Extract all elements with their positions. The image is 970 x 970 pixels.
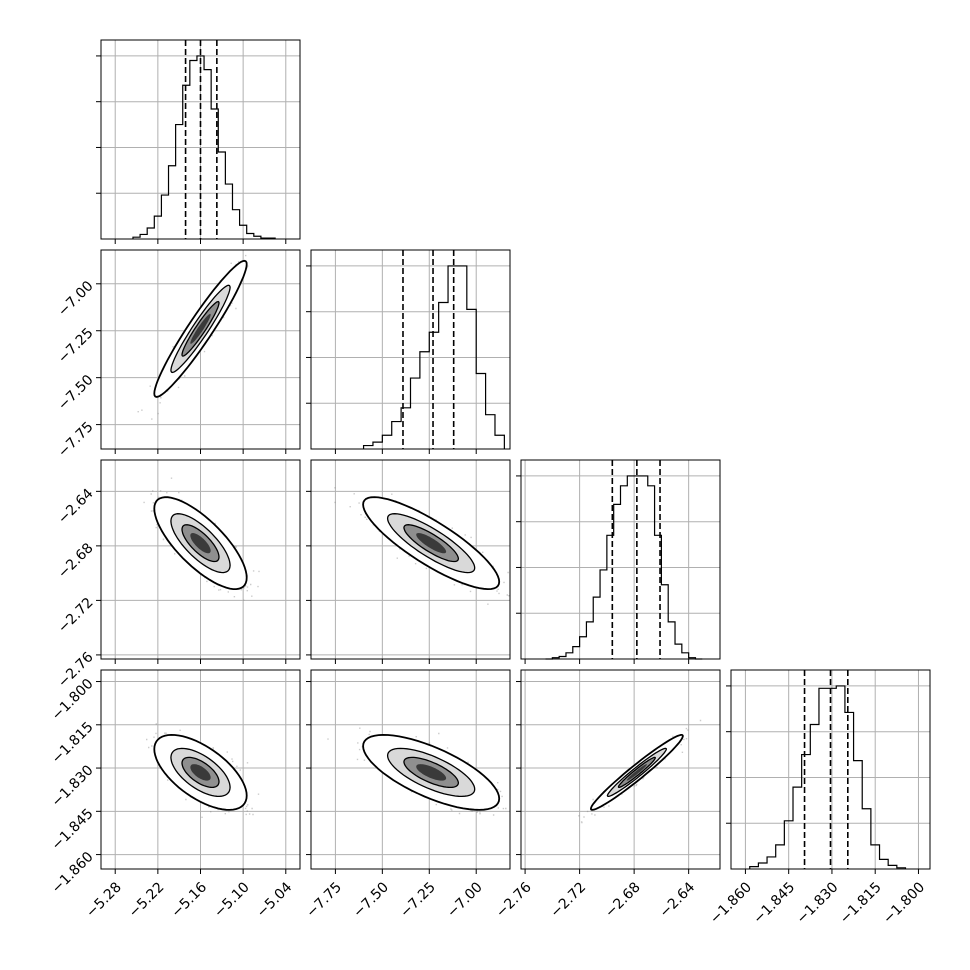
histogram-panel-1 — [306, 249, 511, 450]
contour-line-2 — [181, 524, 220, 563]
density-level-3 — [190, 533, 211, 554]
contour-line-1 — [386, 513, 476, 574]
histogram-steps — [545, 475, 703, 660]
joint-content — [101, 250, 300, 449]
histogram-steps — [749, 685, 907, 869]
contour-line-1 — [170, 513, 231, 574]
contour-line-1 — [170, 747, 231, 798]
contour-line-2 — [617, 756, 656, 789]
contour-line-0 — [362, 496, 501, 591]
joint-content — [101, 460, 300, 659]
contour-line-0 — [153, 733, 248, 811]
density-level-3 — [416, 764, 447, 781]
joint-panel-3-1 — [310, 669, 511, 870]
contour-line-0 — [153, 496, 248, 590]
joint-panel-2-1 — [310, 459, 511, 660]
contour-line-1 — [606, 747, 667, 798]
joint-panel-3-2 — [520, 669, 721, 870]
contour-line-1 — [170, 284, 231, 374]
joint-panel-2-0 — [100, 459, 301, 660]
histogram-panel-0 — [96, 39, 301, 240]
histogram-panel-3 — [726, 669, 931, 870]
joint-content — [521, 670, 720, 869]
joint-content — [101, 670, 300, 869]
contour-line-0 — [362, 733, 501, 811]
histogram-steps — [362, 265, 505, 449]
density-level-3 — [190, 313, 211, 344]
contour-line-2 — [403, 524, 460, 563]
panel-frame — [730, 669, 931, 870]
contour-line-0 — [589, 734, 684, 811]
joint-content — [311, 460, 510, 659]
contour-line-0 — [153, 259, 248, 398]
contour-line-2 — [403, 756, 460, 789]
contour-line-1 — [386, 747, 476, 798]
panel-frame — [310, 249, 511, 450]
histogram-steps — [132, 55, 276, 239]
panel-frame — [520, 459, 721, 660]
contour-line-2 — [181, 756, 220, 789]
joint-panel-3-0 — [100, 669, 301, 870]
density-level-3 — [190, 764, 211, 781]
panel-frame — [520, 669, 721, 870]
panel-frame — [310, 459, 511, 660]
panel-frame — [310, 669, 511, 870]
histogram-panel-2 — [516, 459, 721, 660]
density-level-3 — [626, 764, 647, 781]
joint-panel-1-0 — [100, 249, 301, 450]
joint-content — [311, 670, 510, 869]
density-level-3 — [416, 533, 447, 554]
contour-line-2 — [181, 300, 220, 357]
